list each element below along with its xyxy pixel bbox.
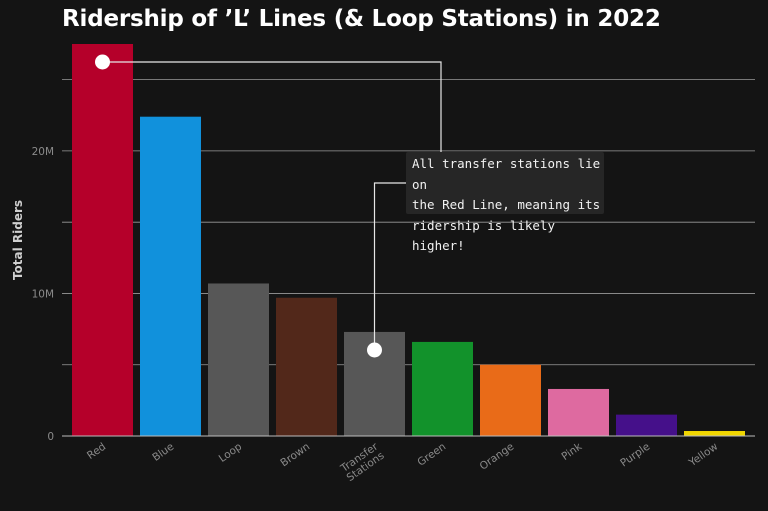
x-tick-label: Loop: [217, 440, 245, 464]
annotation-text: All transfer stations lie on the Red Lin…: [412, 154, 608, 257]
annotation-box: [406, 152, 604, 214]
x-tick-label: Orange: [478, 441, 517, 473]
annotation-marker-red: [95, 54, 110, 70]
bar-purple: [616, 414, 677, 436]
y-tick-label: 10M: [32, 288, 54, 300]
x-tick-label: Yellow: [686, 440, 721, 469]
annotation-line: All transfer stations lie on: [412, 156, 601, 192]
bar-yellow: [684, 431, 745, 436]
y-tick-label: 0: [47, 431, 54, 443]
x-tick-label: TransferStations: [338, 440, 387, 484]
annotation-connector-red: [102, 61, 442, 152]
x-tick-label: Green: [415, 441, 448, 469]
annotation-line: ridership is likely higher!: [412, 217, 555, 254]
bar-blue: [140, 116, 201, 436]
annotation-connector-transfer: [373, 182, 406, 350]
x-tick-label: Blue: [150, 441, 176, 464]
y-tick-label: 20M: [32, 146, 54, 158]
annotation-line: the Red Line, meaning its: [412, 197, 601, 212]
x-tick-label: Pink: [560, 440, 585, 463]
bar-green: [412, 341, 473, 436]
annotation-marker-transfer: [367, 342, 382, 358]
chart-title: Ridership of ’L’ Lines (& Loop Stations)…: [62, 6, 661, 32]
bar-red: [72, 44, 133, 436]
bar-brown: [276, 297, 337, 436]
bar-orange: [480, 364, 541, 436]
x-tick-label: Brown: [278, 441, 312, 470]
bar-pink: [548, 388, 609, 436]
x-tick-label: Red: [85, 441, 108, 462]
x-tick-label: Purple: [618, 441, 652, 470]
bar-loop: [208, 283, 269, 436]
